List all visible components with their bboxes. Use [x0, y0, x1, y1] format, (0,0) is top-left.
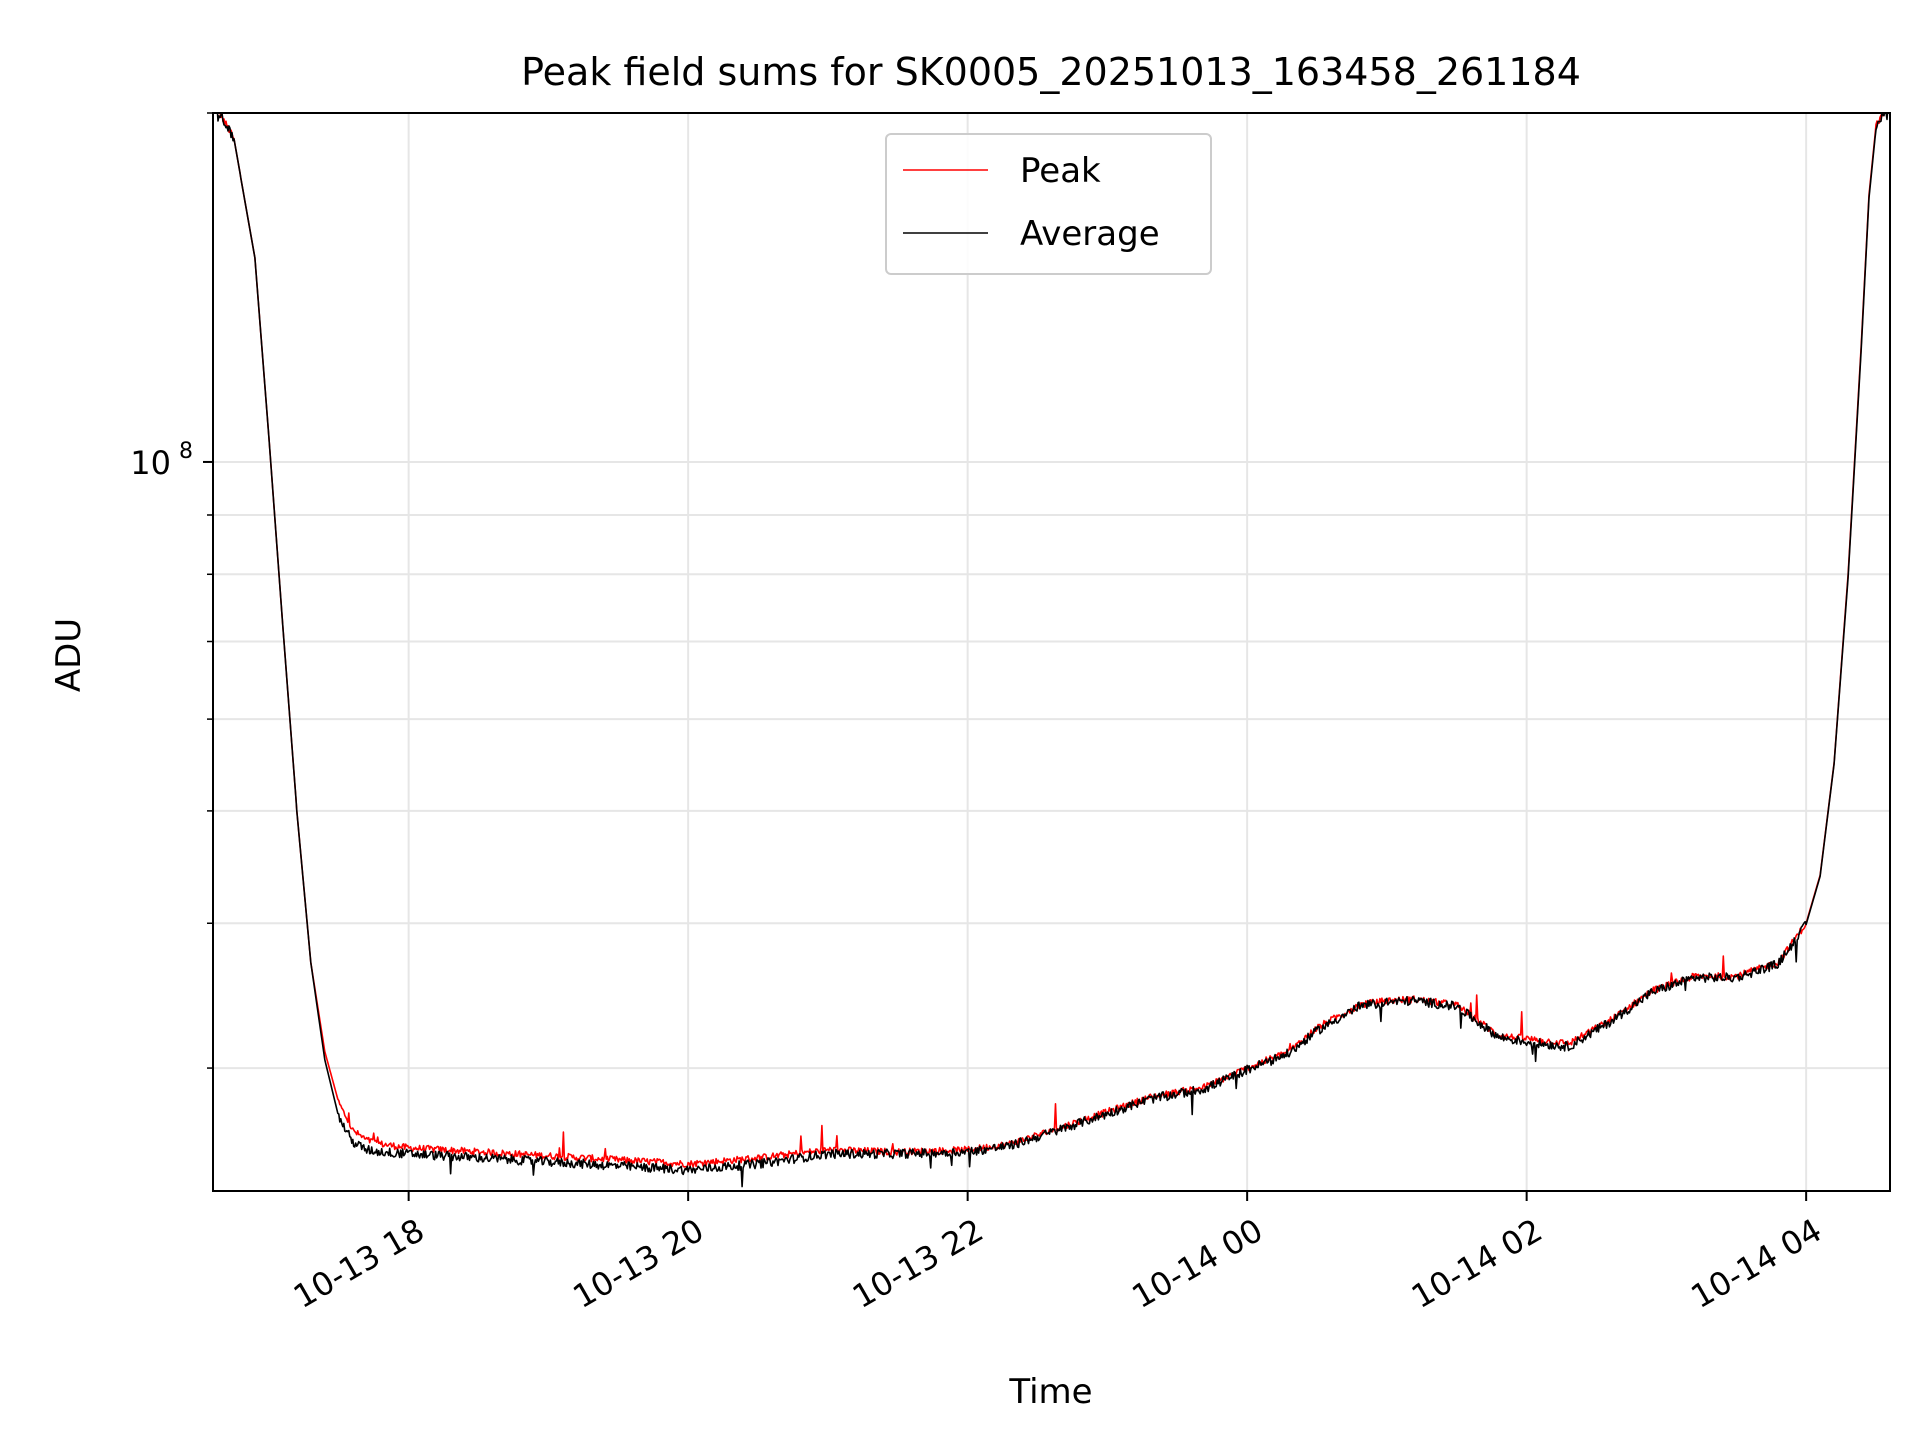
legend-peak-label: Peak [1020, 151, 1101, 191]
chart-title: Peak field sums for SK0005_20251013_1634… [521, 50, 1581, 94]
y-axis-label: ADU [49, 618, 89, 692]
y-axis: 10 8 [130, 112, 213, 1069]
y-tick-label-exponent: 8 [179, 439, 193, 464]
x-axis-label: Time [1008, 1372, 1092, 1412]
legend-average-label: Average [1020, 214, 1160, 254]
plot-frame [212, 112, 1891, 1192]
y-tick-label: 10 [130, 444, 171, 482]
legend: Peak Average [885, 133, 1212, 275]
series-layer [216, 113, 1889, 1188]
series-line-average [216, 113, 1889, 1188]
legend-box [885, 133, 1212, 275]
